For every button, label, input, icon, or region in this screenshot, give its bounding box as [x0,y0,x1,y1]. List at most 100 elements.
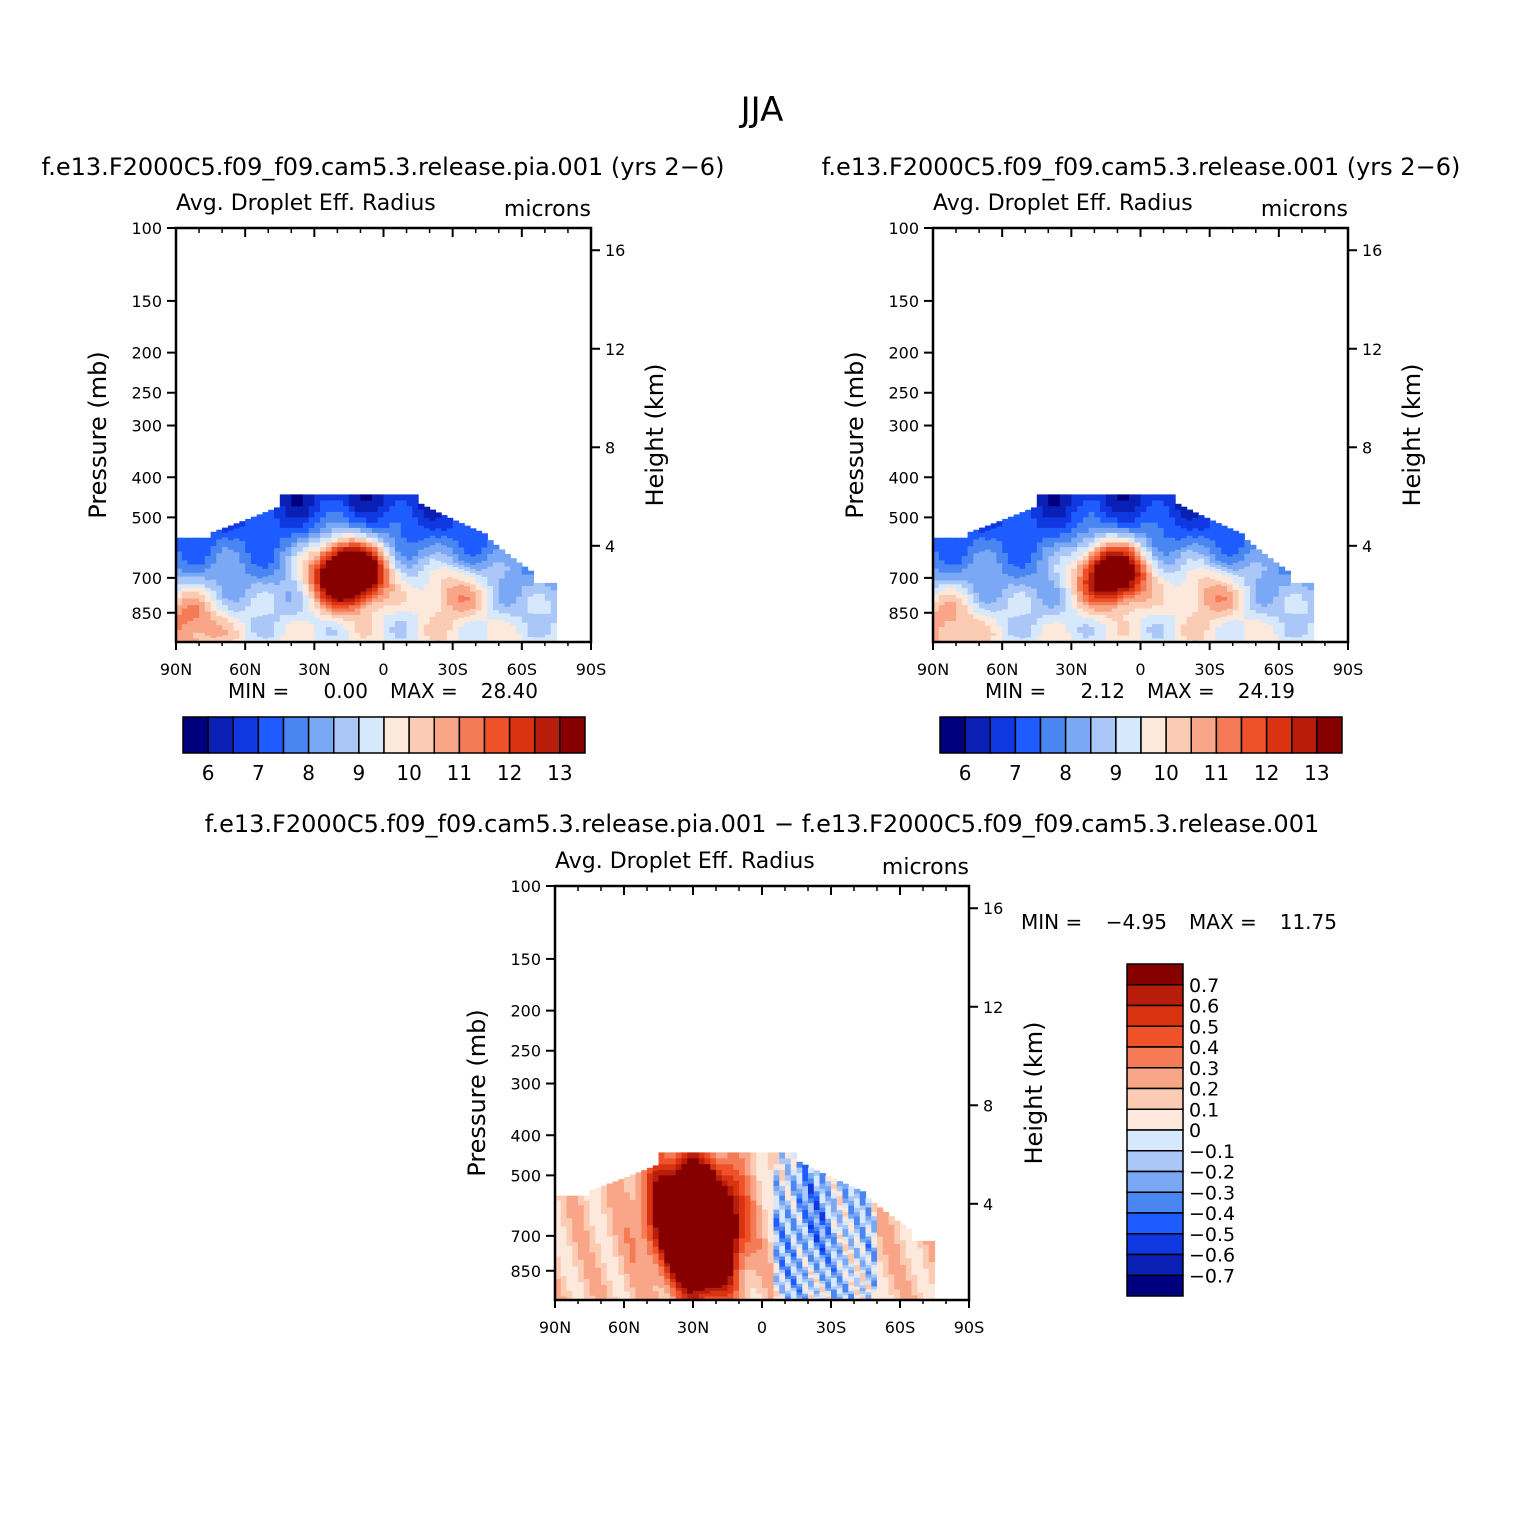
field-cell [274,615,281,620]
field-cell [348,629,356,634]
field-cell [1105,564,1113,570]
field-cell [618,1194,625,1200]
field-cell [1054,500,1061,507]
field-cell [314,537,321,544]
field-cell [629,1174,637,1181]
field-cell [423,584,431,589]
field-cell [314,621,321,625]
field-cell [389,560,396,566]
field-cell [1238,564,1245,570]
field-cell [984,562,992,568]
field-cell [1215,605,1222,610]
field-cell [1198,622,1205,627]
field-cell [1123,522,1130,529]
field-cell [555,1234,562,1239]
field-cell [412,629,419,634]
field-cell [1019,595,1026,600]
field-cell [395,564,402,570]
field-cell [325,576,333,581]
field-cell [1273,570,1280,576]
field-cell [624,1215,631,1221]
field-cell [1077,605,1084,610]
field-cell [441,616,448,621]
field-cell [572,1226,579,1232]
field-cell [343,547,350,553]
field-cell [1278,622,1286,627]
field-cell [1048,517,1055,524]
field-cell [1123,638,1130,642]
field-cell [1157,551,1165,557]
field-cell [1031,627,1038,632]
field-cell [933,584,940,589]
field-cell [441,567,448,572]
field-cell [1278,603,1286,608]
field-cell [279,560,287,566]
field-cell [366,635,373,639]
field-cell [1105,595,1113,600]
field-cell [314,517,321,524]
field-cell [956,601,963,606]
field-cell [1123,494,1130,501]
field-cell [291,624,298,628]
field-cell [216,553,223,559]
field-cell [239,526,246,533]
field-cell [446,605,454,610]
field-cell [348,532,356,539]
field-cell [216,529,223,536]
field-cell [1221,525,1228,532]
field-cell [944,556,951,561]
field-cell [1054,568,1061,574]
field-cell [493,544,500,550]
field-cell [239,610,246,615]
field-cell [1227,633,1234,637]
field-cell [544,617,552,621]
field-cell [418,622,425,627]
field-cell [314,568,321,574]
field-cell [950,572,957,578]
field-cell [493,631,500,635]
field-cell [406,601,413,606]
field-cell [1307,610,1315,615]
field-cell [1163,614,1170,619]
field-cell [1146,608,1153,613]
field-cell [566,1287,573,1292]
field-cell [990,615,997,619]
field-cell [601,1209,608,1215]
field-cell [441,603,448,608]
field-cell [944,572,951,578]
field-cell [245,573,252,579]
field-cell [1146,537,1153,544]
field-cell [961,542,969,548]
field-cell [302,500,310,507]
field-cell [314,629,321,634]
field-cell [181,537,189,544]
field-cell [377,601,385,606]
field-cell [233,627,240,631]
field-cell [1036,638,1044,642]
field-cell [612,1205,619,1211]
field-cell [1036,564,1044,570]
field-cell [1273,616,1280,621]
field-cell [533,637,540,641]
field-cell [1186,590,1193,595]
field-cell [1117,500,1124,507]
field-cell [1100,624,1107,628]
field-cell [1031,577,1038,582]
field-cell [1163,500,1170,507]
field-cell [1180,584,1188,589]
field-cell [199,598,206,603]
field-cell [360,511,367,518]
field-cell [555,1195,562,1202]
field-cell [1002,602,1009,607]
field-cell [1198,616,1205,621]
field-cell [372,624,379,628]
field-cell [990,528,997,535]
field-cell [527,619,534,624]
field-cell [521,603,529,608]
field-cell [990,638,997,642]
field-cell [1140,611,1147,616]
field-cell [527,606,534,611]
field-cell [343,601,350,606]
field-cell [583,1195,591,1202]
field-cell [629,1195,637,1201]
